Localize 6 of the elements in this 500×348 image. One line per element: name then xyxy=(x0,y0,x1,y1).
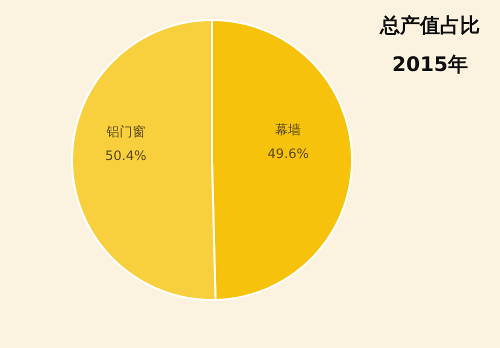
data-label: 49.6% xyxy=(268,146,309,162)
slice-label: 铝门窗 xyxy=(105,124,146,140)
text: 2015年 xyxy=(391,51,469,78)
text: 总产值占比 xyxy=(378,12,481,39)
slice-label: 幕墙 xyxy=(275,122,302,138)
data-label: 50.4% xyxy=(105,149,146,164)
